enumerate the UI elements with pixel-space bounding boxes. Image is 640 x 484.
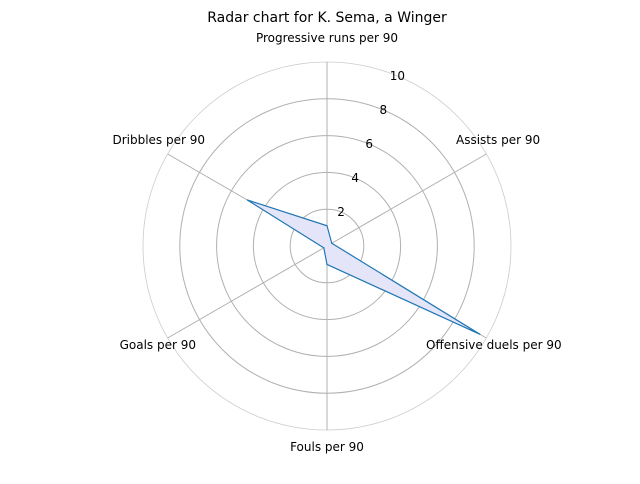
- axis-label-goals: Goals per 90: [120, 338, 196, 352]
- chart-title: Radar chart for K. Sema, a Winger: [207, 10, 447, 26]
- series-0-area: [247, 200, 480, 335]
- spoke-line-1: [326, 153, 487, 247]
- series-0-point-4: [323, 247, 325, 249]
- tick-labels: 2 4 6 8 10: [337, 69, 405, 219]
- axis-label-fouls: Fouls per 90: [290, 440, 364, 454]
- series-layer: [246, 199, 481, 335]
- tick-label-6: 6: [365, 137, 373, 151]
- axis-label-offensive-duels: Offensive duels per 90: [426, 338, 562, 352]
- series-0-point-0: [326, 225, 328, 227]
- tick-label-10: 10: [390, 69, 405, 83]
- axis-label-dribbles: Dribbles per 90: [112, 133, 205, 147]
- axis-label-progressive-runs: Progressive runs per 90: [256, 31, 398, 45]
- axis-label-assists: Assists per 90: [456, 133, 540, 147]
- tick-label-8: 8: [379, 103, 387, 117]
- grid-layer: [142, 61, 512, 431]
- spoke-line-4: [167, 245, 328, 339]
- axis-labels: Progressive runs per 90 Assists per 90 O…: [112, 31, 561, 454]
- series-0-point-3: [326, 263, 328, 265]
- series-0-point-2: [479, 333, 481, 335]
- series-0-point-5: [246, 199, 248, 201]
- series-0-point-1: [331, 242, 333, 244]
- tick-label-4: 4: [351, 171, 359, 185]
- tick-label-2: 2: [337, 205, 345, 219]
